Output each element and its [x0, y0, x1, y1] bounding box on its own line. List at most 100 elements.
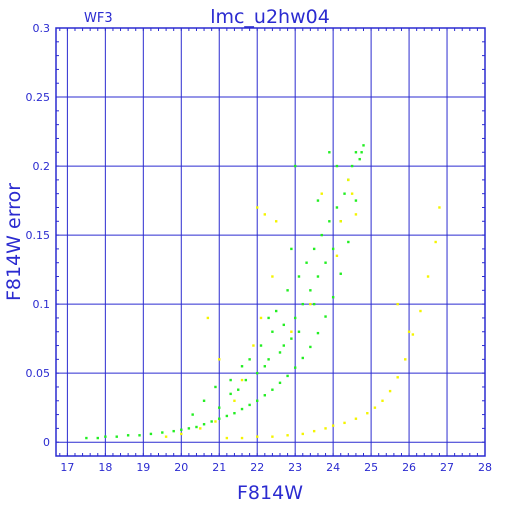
- data-point-green: [195, 425, 198, 429]
- data-point-green: [278, 381, 282, 385]
- data-point-green: [240, 365, 244, 368]
- x-tick-label: 19: [136, 461, 150, 474]
- data-point-green: [358, 157, 361, 161]
- x-tick-label: 23: [288, 461, 302, 474]
- data-point-yellow: [271, 435, 274, 438]
- y-tick-label: 0.05: [26, 367, 51, 380]
- data-point-green: [335, 206, 339, 209]
- data-point-yellow: [331, 424, 335, 427]
- data-point-green: [305, 261, 308, 264]
- data-point-yellow: [350, 192, 354, 195]
- data-point-yellow: [286, 434, 289, 437]
- data-point-yellow: [396, 376, 399, 379]
- data-point-green: [225, 414, 229, 418]
- data-point-yellow: [354, 213, 358, 216]
- data-point-yellow: [347, 178, 350, 182]
- data-point-yellow: [381, 399, 384, 402]
- data-point-green: [350, 164, 354, 168]
- data-point-yellow: [225, 436, 229, 440]
- data-point-green: [316, 331, 320, 335]
- data-point-green: [259, 344, 263, 347]
- data-point-yellow: [274, 220, 278, 223]
- data-point-green: [328, 151, 331, 154]
- data-point-green: [324, 261, 327, 264]
- data-point-green: [214, 385, 217, 389]
- data-point-yellow: [343, 421, 346, 425]
- data-point-yellow: [354, 417, 358, 420]
- data-point-green: [362, 144, 365, 147]
- data-point-green: [218, 417, 221, 420]
- data-point-yellow: [404, 358, 407, 361]
- data-point-green: [335, 164, 339, 168]
- data-point-green: [312, 247, 316, 251]
- data-point-green: [104, 435, 107, 438]
- data-point-green: [290, 247, 293, 251]
- data-point-yellow: [309, 302, 312, 306]
- data-point-green: [240, 407, 244, 411]
- data-point-yellow: [180, 432, 183, 436]
- data-point-green: [138, 434, 141, 437]
- data-point-green: [328, 220, 331, 223]
- data-point-green: [210, 420, 213, 423]
- y-tick-label: 0.25: [26, 91, 51, 104]
- data-point-green: [229, 392, 232, 396]
- data-point-yellow: [438, 206, 441, 209]
- data-point-green: [229, 378, 232, 382]
- data-point-yellow: [324, 427, 327, 430]
- data-point-green: [263, 394, 267, 397]
- data-point-green: [256, 371, 259, 375]
- data-point-green: [271, 388, 274, 391]
- data-point-green: [256, 399, 259, 402]
- data-point-yellow: [396, 302, 399, 306]
- data-point-green: [320, 233, 323, 237]
- data-point-green: [309, 289, 312, 292]
- x-tick-label: 28: [478, 461, 492, 474]
- y-tick-label: 0.3: [33, 22, 51, 35]
- data-point-green: [293, 316, 297, 320]
- data-point-yellow: [366, 412, 369, 415]
- data-point-yellow: [206, 316, 210, 320]
- data-point-green: [297, 330, 301, 333]
- data-point-green: [339, 272, 342, 275]
- data-point-green: [115, 435, 118, 438]
- data-point-green: [237, 388, 240, 391]
- data-point-yellow: [263, 213, 267, 216]
- data-point-yellow: [434, 240, 437, 244]
- data-point-green: [248, 358, 251, 361]
- data-point-yellow: [320, 192, 323, 195]
- data-point-yellow: [271, 275, 274, 278]
- y-axis-ticks: 0 0.05 0.1 0.15 0.2 0.25 0.3: [26, 22, 51, 449]
- data-point-green: [218, 406, 221, 409]
- x-tick-label: 22: [250, 461, 264, 474]
- data-point-green: [85, 436, 88, 440]
- data-point-green: [96, 436, 99, 440]
- corner-label: WF3: [84, 11, 113, 26]
- x-tick-label: 26: [402, 461, 416, 474]
- data-point-yellow: [419, 309, 422, 313]
- x-tick-label: 21: [212, 461, 226, 474]
- y-axis-label: F814W error: [3, 183, 25, 301]
- data-point-green: [278, 351, 282, 354]
- data-point-yellow: [339, 220, 342, 223]
- data-point-green: [290, 337, 293, 340]
- data-point-green: [187, 427, 191, 430]
- data-point-yellow: [426, 275, 430, 278]
- data-point-yellow: [256, 206, 259, 209]
- data-point-green: [282, 323, 285, 327]
- data-points: [85, 144, 441, 440]
- data-point-yellow: [199, 427, 202, 430]
- data-point-green: [360, 151, 363, 154]
- data-point-green: [244, 378, 248, 382]
- data-point-yellow: [335, 254, 339, 258]
- data-point-yellow: [411, 333, 415, 336]
- data-point-green: [191, 413, 194, 416]
- data-point-yellow: [290, 330, 293, 333]
- data-point-yellow: [259, 316, 263, 320]
- grid-lines: [56, 27, 486, 456]
- data-point-green: [202, 399, 206, 402]
- data-point-green: [126, 434, 130, 437]
- data-point-yellow: [301, 432, 304, 436]
- data-point-yellow: [214, 420, 217, 423]
- data-point-yellow: [240, 378, 244, 382]
